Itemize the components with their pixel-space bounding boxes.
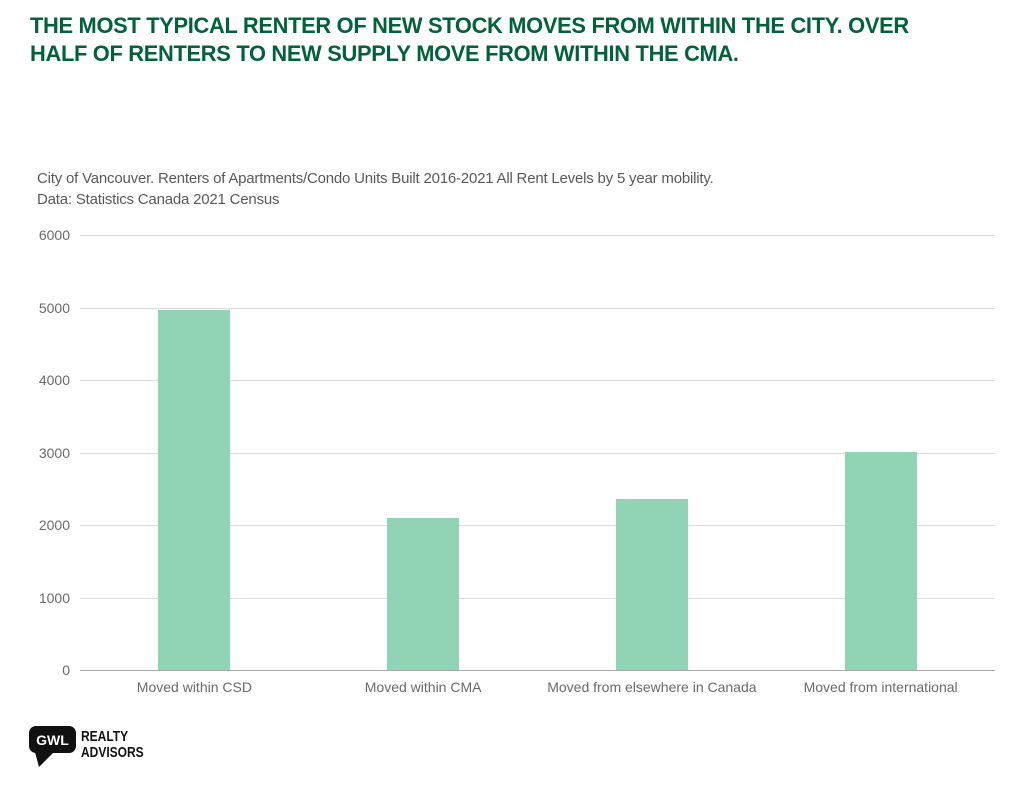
- plot-area: [80, 235, 995, 671]
- y-tick-label: 0: [62, 662, 70, 678]
- x-axis: Moved within CSD Moved within CMA Moved fr…: [80, 679, 995, 699]
- x-tick-label: Moved within CMA: [364, 679, 482, 695]
- svg-text:GWL: GWL: [36, 732, 69, 748]
- page-title-line-2: HALF OF RENTERS TO NEW SUPPLY MOVE FROM …: [30, 41, 739, 66]
- gridline: [80, 525, 995, 526]
- bar-moved-from-elsewhere-in-canada: [615, 498, 688, 670]
- bar-moved-within-cma: [387, 518, 460, 670]
- page-title: THE MOST TYPICAL RENTER OF NEW STOCK MOV…: [30, 12, 1000, 68]
- logo-wordmark: REALTY ADVISORS: [81, 729, 144, 761]
- x-tick-label: Moved from international: [803, 679, 958, 695]
- y-axis: 0 1000 2000 3000 4000 5000 6000: [0, 227, 70, 678]
- gridline: [80, 307, 995, 309]
- logo-wordmark-line-1: REALTY: [81, 728, 129, 745]
- y-tick-label: 1000: [38, 589, 70, 606]
- bar-moved-from-international: [844, 451, 917, 670]
- gridline: [80, 235, 995, 236]
- gwl-speech-bubble-icon: GWL: [29, 726, 76, 767]
- y-tick-label: 4000: [38, 372, 70, 388]
- chart-subtitle: City of Vancouver. Renters of Apartments…: [37, 168, 937, 210]
- chart-subtitle-line-1: City of Vancouver. Renters of Apartments…: [37, 170, 714, 187]
- gwl-realty-advisors-logo: GWL REALTY ADVISORS: [29, 726, 159, 768]
- page-title-line-1: THE MOST TYPICAL RENTER OF NEW STOCK MOV…: [30, 13, 909, 38]
- y-tick-label: 3000: [38, 444, 70, 461]
- gridline: [80, 597, 995, 599]
- x-axis-line: [80, 670, 995, 671]
- gridline: [80, 452, 995, 454]
- x-tick-label: Moved from elsewhere in Canada: [547, 679, 757, 695]
- y-tick-label: 2000: [38, 517, 70, 533]
- gridline: [80, 380, 995, 381]
- x-tick-label: Moved within CSD: [136, 679, 252, 695]
- logo-wordmark-line-2: ADVISORS: [81, 744, 144, 761]
- bar-moved-within-csd: [158, 309, 231, 670]
- chart-data-source: Data: Statistics Canada 2021 Census: [37, 191, 280, 208]
- y-tick-label: 5000: [38, 299, 70, 316]
- y-tick-label: 6000: [38, 227, 70, 243]
